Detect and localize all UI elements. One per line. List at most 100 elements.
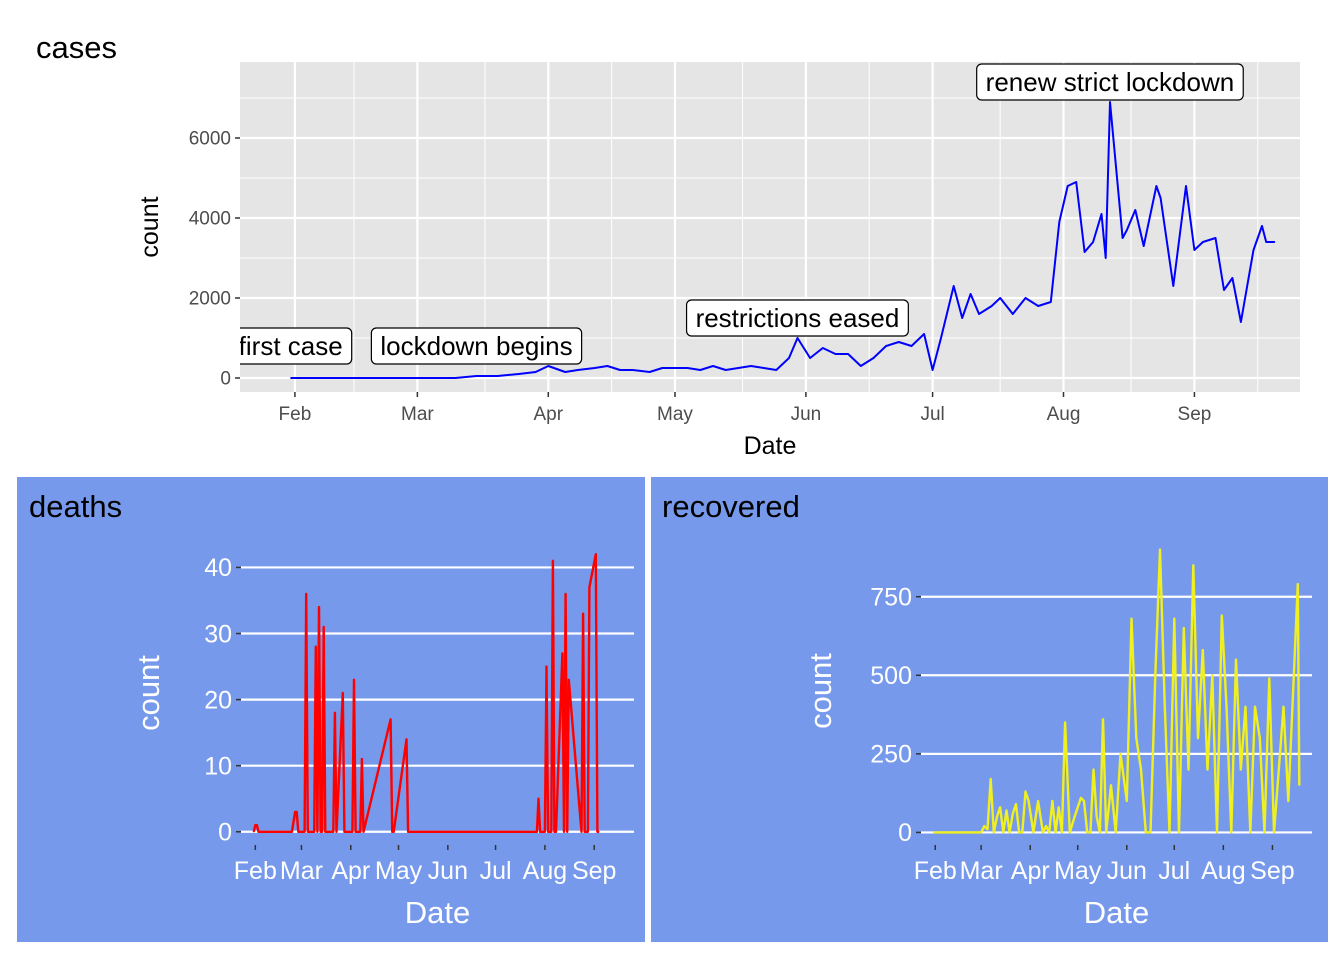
x-tick-label: May	[657, 404, 693, 425]
data-point	[1024, 790, 1027, 793]
recovered-panel: recovered 0 250 500 750 Feb Mar Apr May Jun Jul Au…	[651, 477, 1328, 942]
data-point	[860, 365, 862, 367]
x-tick-label: Apr	[331, 857, 370, 885]
data-point	[953, 285, 955, 287]
data-point	[318, 606, 320, 608]
data-point	[1080, 797, 1082, 799]
data-point	[1115, 831, 1117, 834]
data-point	[775, 369, 777, 371]
data-point	[993, 831, 995, 834]
x-axis-title: Date	[1084, 895, 1149, 930]
x-tick-label: Apr	[1011, 857, 1050, 885]
data-point	[552, 560, 554, 562]
data-point	[1050, 301, 1052, 303]
data-point	[969, 293, 972, 295]
data-point	[1273, 831, 1275, 834]
cases-title: cases	[36, 30, 117, 65]
data-point	[796, 337, 799, 339]
data-point	[712, 365, 714, 367]
series-line	[252, 552, 599, 833]
data-point	[308, 831, 311, 833]
y-tick-label: 0	[898, 819, 912, 847]
data-point	[885, 345, 887, 347]
data-point	[619, 369, 621, 371]
data-point	[940, 337, 942, 339]
data-point	[1048, 831, 1050, 834]
data-point	[595, 553, 597, 555]
annotation-box	[976, 63, 1244, 101]
data-point	[983, 825, 985, 827]
data-point	[1096, 816, 1098, 818]
data-point	[353, 377, 355, 379]
data-point	[563, 831, 565, 833]
x-tick-label: Mar	[280, 857, 323, 885]
series-line	[290, 101, 1275, 379]
data-point	[1173, 618, 1175, 620]
x-tick-label: Jul	[920, 404, 944, 425]
data-point	[518, 373, 520, 375]
data-point	[1164, 706, 1166, 708]
annotation-label: first case	[239, 331, 343, 361]
data-point	[1183, 627, 1185, 629]
data-point	[1092, 241, 1094, 243]
x-tick-label: May	[375, 857, 423, 885]
data-point	[725, 369, 727, 371]
data-point	[345, 831, 347, 833]
data-point	[847, 353, 849, 355]
data-point	[332, 831, 334, 833]
x-tick-label: Sep	[1250, 857, 1294, 885]
y-axis-title: count	[803, 653, 838, 729]
x-tick-label: Jul	[1158, 857, 1190, 885]
data-point	[354, 831, 357, 833]
data-point	[1168, 831, 1171, 834]
data-point	[999, 297, 1001, 299]
data-point	[809, 357, 811, 359]
data-point	[310, 831, 312, 833]
data-point	[1130, 618, 1133, 620]
data-point	[1244, 706, 1247, 708]
data-point	[1067, 185, 1069, 187]
annotations: first case lockdown begins restrictions ea…	[239, 63, 1244, 365]
deaths-panel: deaths 0 10 20 30 40 Feb Mar Apr May Jun Jul Aug Sep…	[17, 477, 645, 942]
data-point	[1045, 825, 1047, 827]
data-point	[409, 831, 411, 833]
data-point	[1105, 831, 1107, 834]
data-point	[311, 831, 314, 833]
data-point	[297, 831, 299, 833]
data-point	[598, 831, 600, 833]
x-tick-label: Feb	[279, 404, 312, 425]
data-point	[407, 831, 409, 833]
data-point	[566, 831, 568, 833]
data-point	[687, 367, 689, 369]
data-point	[1002, 831, 1004, 834]
data-point	[1187, 768, 1190, 771]
data-point	[1235, 658, 1237, 661]
data-point	[1037, 800, 1039, 802]
data-point	[1135, 737, 1137, 739]
data-point	[257, 831, 260, 833]
data-point	[1172, 285, 1174, 287]
data-point	[1054, 831, 1057, 834]
data-point	[1225, 706, 1228, 708]
data-point	[1298, 784, 1300, 786]
x-tick-label: Aug	[523, 857, 567, 885]
data-point	[1018, 831, 1020, 834]
y-tick-label: 2000	[189, 289, 231, 310]
data-point	[1202, 241, 1204, 243]
data-point	[304, 831, 306, 833]
data-point	[1192, 564, 1194, 566]
data-point	[986, 828, 989, 830]
data-point	[549, 831, 551, 833]
data-point	[1028, 800, 1030, 802]
data-point	[553, 831, 556, 833]
annotation-box	[240, 327, 353, 365]
data-point	[1089, 831, 1091, 834]
data-point	[1261, 225, 1263, 227]
x-tick-label: Sep	[1178, 404, 1212, 425]
y-tick-label: 6000	[189, 129, 231, 150]
data-point	[389, 718, 392, 721]
data-point	[1211, 674, 1213, 676]
data-point	[931, 369, 934, 371]
data-point	[996, 816, 998, 818]
data-point	[1268, 677, 1270, 680]
